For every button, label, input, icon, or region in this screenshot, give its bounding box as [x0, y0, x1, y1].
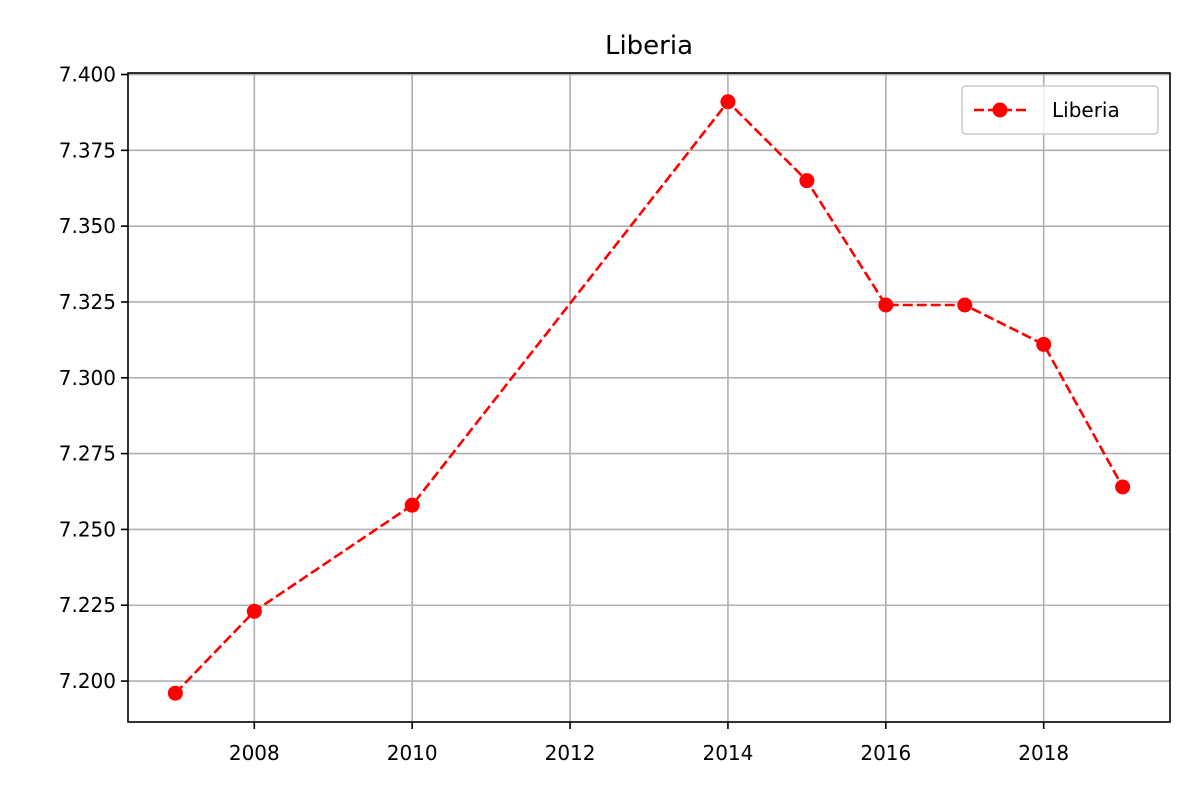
x-tick-label: 2018 — [1018, 741, 1069, 765]
y-tick-label: 7.375 — [59, 138, 116, 162]
plot-area-frame — [127, 72, 1171, 723]
x-tick-label: 2012 — [545, 741, 596, 765]
grid — [128, 73, 1170, 722]
y-tick-label: 7.200 — [59, 669, 116, 693]
y-tick-label: 7.325 — [59, 290, 116, 314]
x-tick-label: 2016 — [860, 741, 911, 765]
y-tick-label: 7.400 — [59, 63, 116, 87]
y-axis: 7.200 7.225 7.250 7.275 7.300 7.325 7.350 7.375… — [59, 63, 128, 693]
chart-title: Liberia — [605, 31, 693, 61]
y-tick-label: 7.250 — [59, 517, 116, 541]
data-point — [404, 497, 420, 513]
x-axis: 2008 2010 2012 2014 2016 2018 — [229, 722, 1069, 765]
x-tick-label: 2008 — [229, 741, 280, 765]
legend-marker — [992, 102, 1008, 118]
legend-box — [961, 85, 1159, 135]
x-tick-label: 2014 — [702, 741, 753, 765]
legend: Liberia — [961, 85, 1159, 135]
legend-label-liberia: Liberia — [1052, 98, 1120, 122]
data-point — [1036, 336, 1052, 352]
data-point — [167, 685, 183, 701]
data-point — [720, 94, 736, 110]
data-point — [246, 603, 262, 619]
data-point — [799, 173, 815, 189]
data-point — [1115, 479, 1131, 495]
y-tick-label: 7.350 — [59, 214, 116, 238]
data-point — [878, 297, 894, 313]
y-tick-label: 7.225 — [59, 593, 116, 617]
series-layer — [167, 94, 1131, 701]
data-point — [957, 297, 973, 313]
y-tick-label: 7.275 — [59, 442, 116, 466]
y-tick-label: 7.300 — [59, 366, 116, 390]
x-tick-label: 2010 — [387, 741, 438, 765]
